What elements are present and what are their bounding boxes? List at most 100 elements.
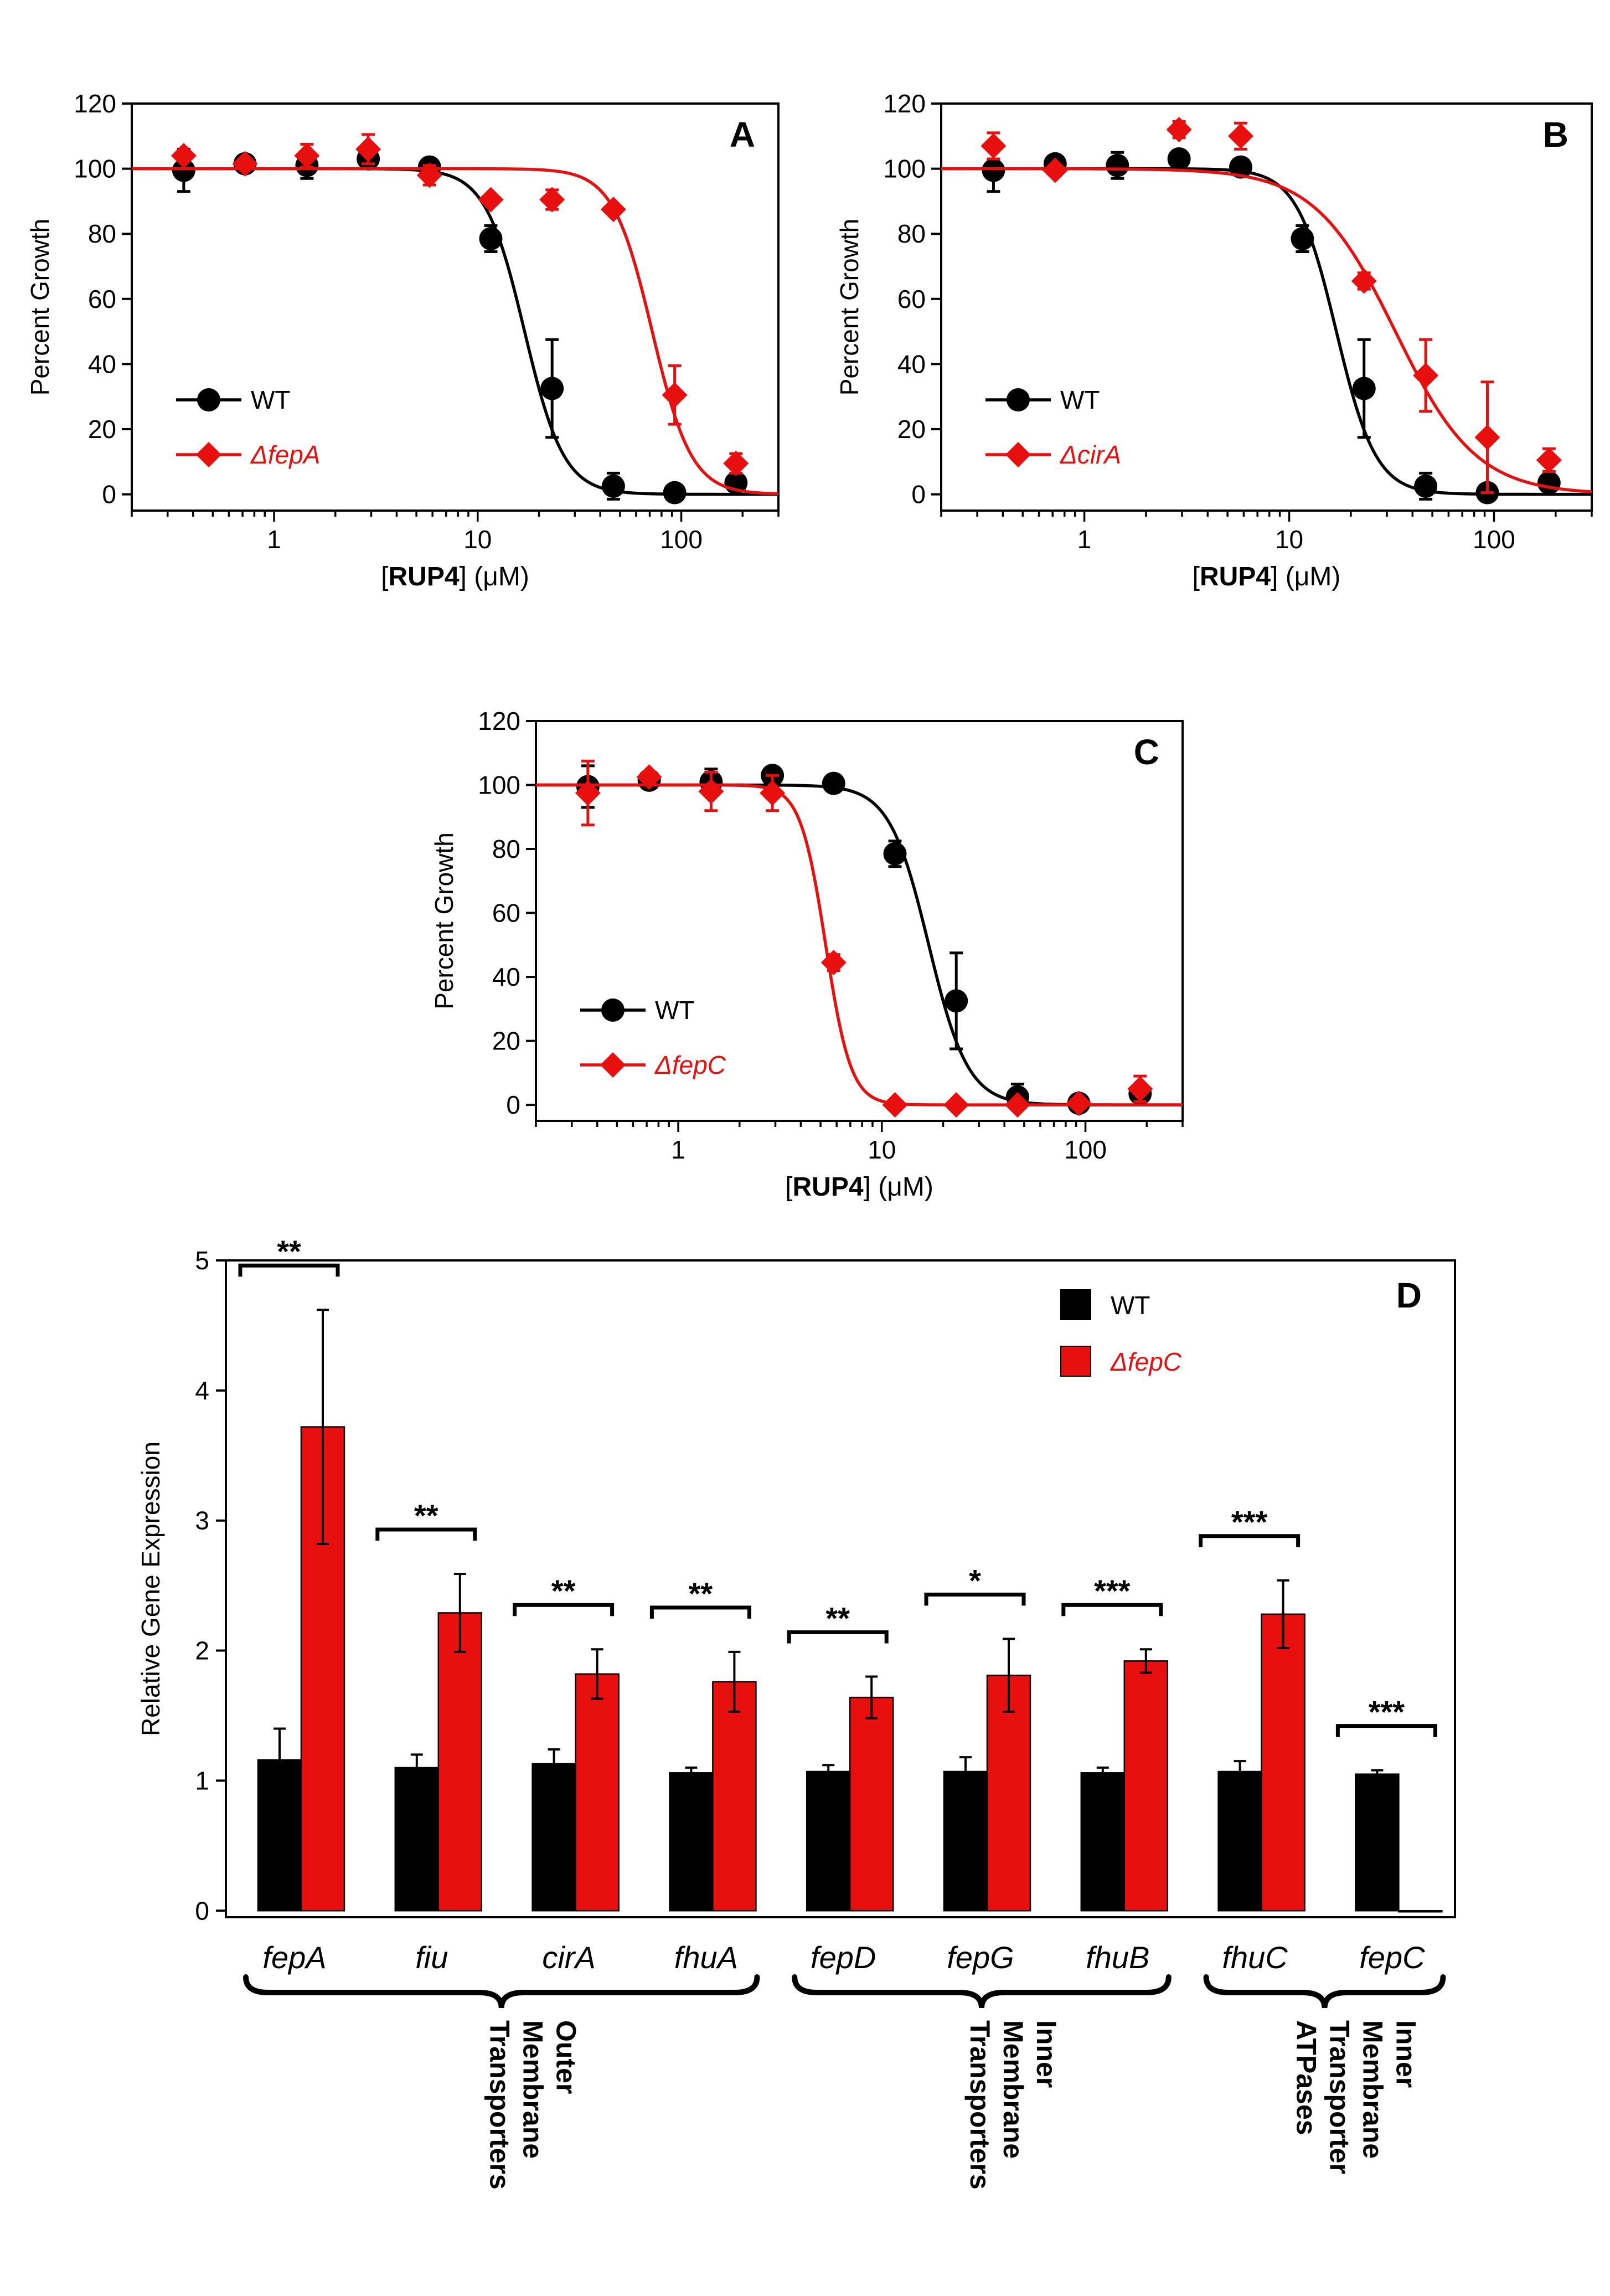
data-point <box>1042 157 1068 183</box>
significance-label: *** <box>1094 1573 1131 1608</box>
plot-frame <box>940 102 1593 512</box>
y-tick-label: 0 <box>195 1896 209 1925</box>
group-label-line: Transporters <box>484 2020 515 2190</box>
data-point <box>723 450 749 476</box>
y-tick-label: 4 <box>195 1376 209 1405</box>
significance-bracket <box>924 1592 1026 1606</box>
x-label-compound: RUP4 <box>389 562 460 591</box>
legend-label: WT <box>655 996 695 1025</box>
legend-label: ΔfepC <box>654 1051 726 1079</box>
bar-wt <box>1080 1772 1126 1912</box>
y-tick-label: 20 <box>88 415 116 444</box>
data-point <box>478 187 504 213</box>
legend-swatch <box>1060 1289 1091 1320</box>
data-point <box>575 780 601 806</box>
data-point <box>171 143 197 169</box>
x-label-bracket: [ <box>785 1172 792 1202</box>
y-tick-label: 0 <box>102 480 116 509</box>
legend-marker <box>196 442 221 467</box>
y-axis-label: Percent Growth <box>430 832 458 1010</box>
x-tick-label: 1 <box>1077 525 1092 554</box>
data-point <box>172 158 195 182</box>
data-point <box>232 151 258 177</box>
category-label: fhuB <box>1086 1940 1149 1975</box>
x-tick-label: 1 <box>267 525 281 554</box>
y-tick-label: 60 <box>492 899 520 928</box>
x-tick-label: 1 <box>671 1135 685 1164</box>
legend-label: WT <box>251 385 291 414</box>
y-tick-label: 100 <box>883 155 926 183</box>
significance-label: ** <box>689 1576 713 1611</box>
data-point <box>981 133 1007 159</box>
data-point <box>760 780 786 806</box>
legend-swatch <box>1060 1346 1091 1377</box>
y-axis-label: Relative Gene Expression <box>136 1442 165 1736</box>
group-brace <box>792 1974 1172 2009</box>
plot-frame <box>225 1259 1456 1918</box>
group-brace <box>243 1974 760 2009</box>
data-point <box>539 187 565 213</box>
bar-mutant <box>575 1673 620 1912</box>
data-point <box>1291 227 1314 251</box>
group-label-line: Membrane <box>998 2020 1029 2159</box>
data-point <box>1414 474 1438 498</box>
y-tick-label: 80 <box>492 835 520 863</box>
data-point <box>1537 471 1561 495</box>
y-tick-label: 20 <box>492 1027 520 1056</box>
data-point <box>1351 268 1377 294</box>
bar-mutant <box>437 1612 483 1912</box>
y-tick-label: 40 <box>897 349 926 378</box>
x-tick-label: 10 <box>1275 525 1303 554</box>
y-axis-label: Percent Growth <box>25 219 54 396</box>
category-label: cirA <box>542 1940 595 1975</box>
legend-label: ΔcirA <box>1060 440 1121 469</box>
bar-wt <box>669 1772 714 1912</box>
x-axis-label: [RUP4] (μM) <box>785 1172 933 1202</box>
group-label-line: Transporters <box>964 2020 995 2190</box>
data-point <box>1536 447 1562 473</box>
data-point <box>698 779 724 805</box>
bar-wt <box>1355 1773 1400 1912</box>
y-tick-label: 100 <box>74 155 116 183</box>
group-label-line: Transporter <box>1324 2020 1355 2174</box>
significance-bracket <box>649 1605 751 1619</box>
data-point <box>1166 117 1192 143</box>
significance-label: *** <box>1369 1695 1405 1729</box>
y-tick-label: 120 <box>883 89 926 118</box>
panel-letter: B <box>1543 115 1568 155</box>
data-point <box>1066 1090 1092 1116</box>
data-point <box>1352 377 1376 400</box>
data-point <box>945 989 968 1013</box>
significance-bracket <box>375 1527 477 1541</box>
series-mutant: ΔfepA <box>132 133 779 496</box>
significance-bracket <box>1199 1534 1301 1547</box>
data-point <box>1106 153 1129 177</box>
category-label: fepD <box>811 1940 876 1975</box>
x-tick-label: 10 <box>868 1135 896 1164</box>
data-point <box>1004 1092 1030 1118</box>
legend-marker <box>601 998 625 1022</box>
x-label-bracket: [ <box>1193 562 1200 591</box>
significance-label: ** <box>277 1234 301 1269</box>
y-tick-label: 3 <box>195 1506 209 1535</box>
group-label-line: Membrane <box>518 2020 549 2159</box>
data-point <box>1127 1076 1153 1102</box>
group-label-line: Membrane <box>1358 2020 1389 2159</box>
data-point <box>1229 155 1253 179</box>
y-tick-label: 120 <box>74 89 116 118</box>
significance-label: * <box>969 1563 981 1598</box>
data-point <box>882 1092 908 1118</box>
data-point <box>822 771 845 795</box>
bar-mutant <box>986 1674 1031 1912</box>
legend-marker <box>1007 388 1030 411</box>
legend-marker <box>197 388 220 411</box>
legend-label: ΔfepC <box>1110 1347 1182 1376</box>
category-label: fepC <box>1359 1940 1425 1975</box>
category-label: fhuA <box>674 1940 738 1975</box>
